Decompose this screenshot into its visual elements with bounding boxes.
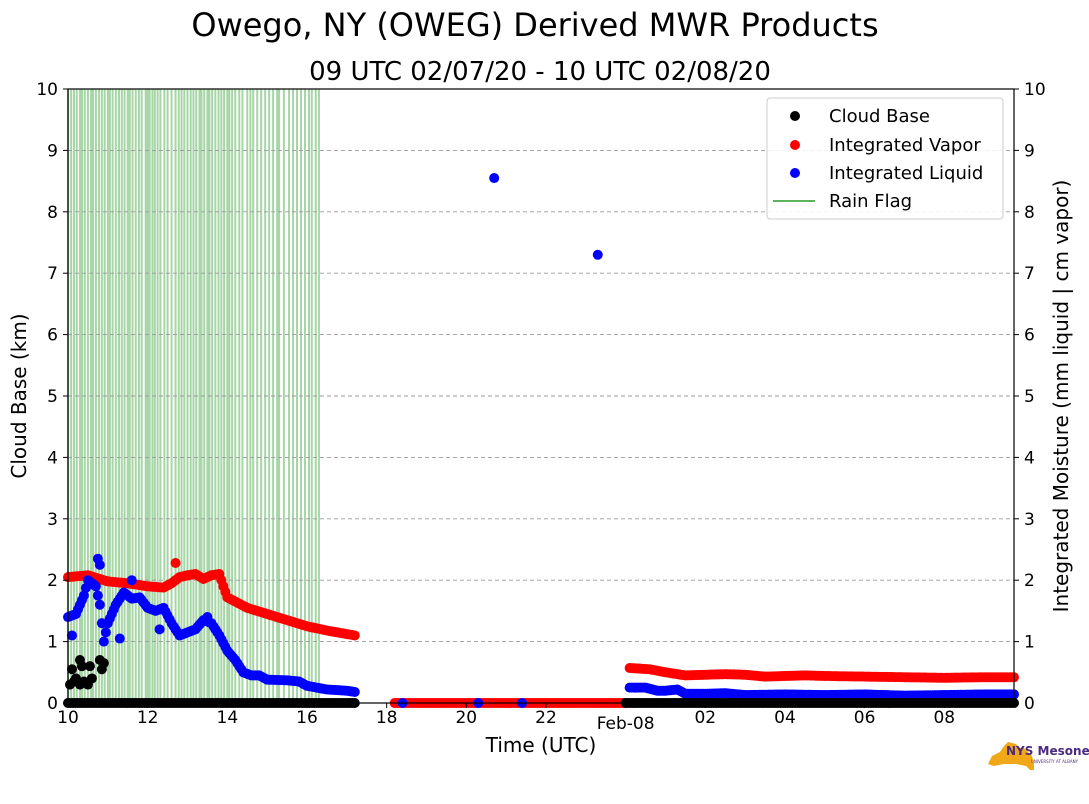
x-tick-label: 20 (455, 708, 477, 728)
liquid-point (154, 624, 165, 635)
nys-mesonet-logo: NYS Mesonet UNIVERSITY AT ALBANY (988, 742, 1089, 770)
y-tick-label-right: 4 (1024, 448, 1035, 468)
vapor-point (349, 630, 360, 641)
legend-marker-integrated-liquid (790, 168, 800, 178)
legend-label-rain-flag: Rain Flag (829, 191, 912, 212)
liquid-point (202, 612, 213, 623)
legend-label-integrated-vapor: Integrated Vapor (829, 135, 981, 156)
cloud-base-point (84, 661, 95, 672)
x-tick-label: 10 (57, 708, 79, 728)
liquid-point (90, 581, 101, 592)
liquid-point (592, 249, 603, 260)
liquid-point (78, 590, 89, 601)
legend: Cloud Base Integrated Vapor Integrated L… (766, 97, 1004, 220)
cloud-base-point (66, 664, 77, 675)
x-tick-label: 06 (854, 708, 876, 728)
chart-title: Owego, NY (OWEG) Derived MWR Products (191, 6, 878, 44)
y-tick-label-right: 2 (1024, 571, 1035, 591)
y-tick-label-left: 8 (47, 203, 58, 223)
y-tick-label-left: 10 (36, 80, 58, 100)
y-tick-label-left: 1 (47, 633, 58, 653)
x-tick-label: 18 (376, 708, 398, 728)
y-tick-label-right: 1 (1024, 633, 1035, 653)
data-points-layer (63, 173, 1019, 708)
cloud-base-point (98, 658, 109, 669)
y-tick-label-right: 0 (1024, 694, 1035, 714)
y-tick-label-left: 6 (47, 326, 58, 346)
y-tick-label-right: 10 (1024, 80, 1046, 100)
liquid-point (94, 559, 105, 570)
y-tick-label-left: 7 (47, 264, 58, 284)
y-tick-label-left: 3 (47, 510, 58, 530)
cloud-base-point (86, 673, 97, 684)
x-tick-label: 04 (774, 708, 796, 728)
liquid-point (94, 599, 105, 610)
y-tick-label-left: 9 (47, 141, 58, 161)
legend-marker-integrated-vapor (790, 140, 800, 150)
liquid-point (114, 633, 125, 644)
liquid-point (489, 173, 500, 184)
liquid-point (349, 686, 360, 697)
y-tick-label-right: 6 (1024, 326, 1035, 346)
x-tick-label: 16 (296, 708, 318, 728)
cloud-base-point (76, 661, 87, 672)
liquid-point (92, 590, 103, 601)
liquid-point (66, 630, 77, 641)
y-axis-ticks: 0 0 1 1 2 2 3 3 4 4 5 5 6 6 7 7 8 8 9 9 10 10 (36, 80, 1045, 714)
y-tick-label-right: 5 (1024, 387, 1035, 407)
x-axis-label: Time (UTC) (485, 733, 597, 757)
y-tick-label-right: 9 (1024, 141, 1035, 161)
chart-subtitle: 09 UTC 02/07/20 - 10 UTC 02/08/20 (309, 57, 771, 87)
ny-state-shape-icon (988, 742, 1034, 770)
x-tick-label: 22 (535, 708, 557, 728)
y-tick-label-left: 2 (47, 571, 58, 591)
vapor-point (170, 558, 181, 569)
x-tick-label: 12 (137, 708, 159, 728)
y-tick-label-right: 7 (1024, 264, 1035, 284)
liquid-point (98, 636, 109, 647)
x-tick-label: 02 (694, 708, 716, 728)
legend-marker-cloud-base (790, 111, 800, 121)
logo-subtext: UNIVERSITY AT ALBANY (1031, 759, 1079, 764)
y-tick-label-right: 8 (1024, 203, 1035, 223)
legend-box (766, 97, 1004, 220)
x-axis-ticks: 10 12 14 16 18 20 22 Feb-08 02 04 06 08 (57, 703, 955, 734)
y-axis-label-left: Cloud Base (km) (7, 313, 31, 478)
liquid-point (126, 575, 137, 586)
x-tick-label: 14 (217, 708, 239, 728)
liquid-point (100, 627, 111, 638)
y-tick-label-left: 5 (47, 387, 58, 407)
y-tick-label-left: 4 (47, 448, 58, 468)
x-tick-label: Feb-08 (597, 714, 655, 734)
y-tick-label-right: 3 (1024, 510, 1035, 530)
logo-text: NYS Mesonet (1006, 744, 1089, 758)
x-tick-label: 08 (933, 708, 955, 728)
legend-label-integrated-liquid: Integrated Liquid (829, 163, 983, 184)
y-axis-label-right: Integrated Moisture (mm liquid | cm vapo… (1049, 180, 1073, 613)
legend-label-cloud-base: Cloud Base (829, 106, 930, 127)
y-tick-label-left: 0 (47, 694, 58, 714)
